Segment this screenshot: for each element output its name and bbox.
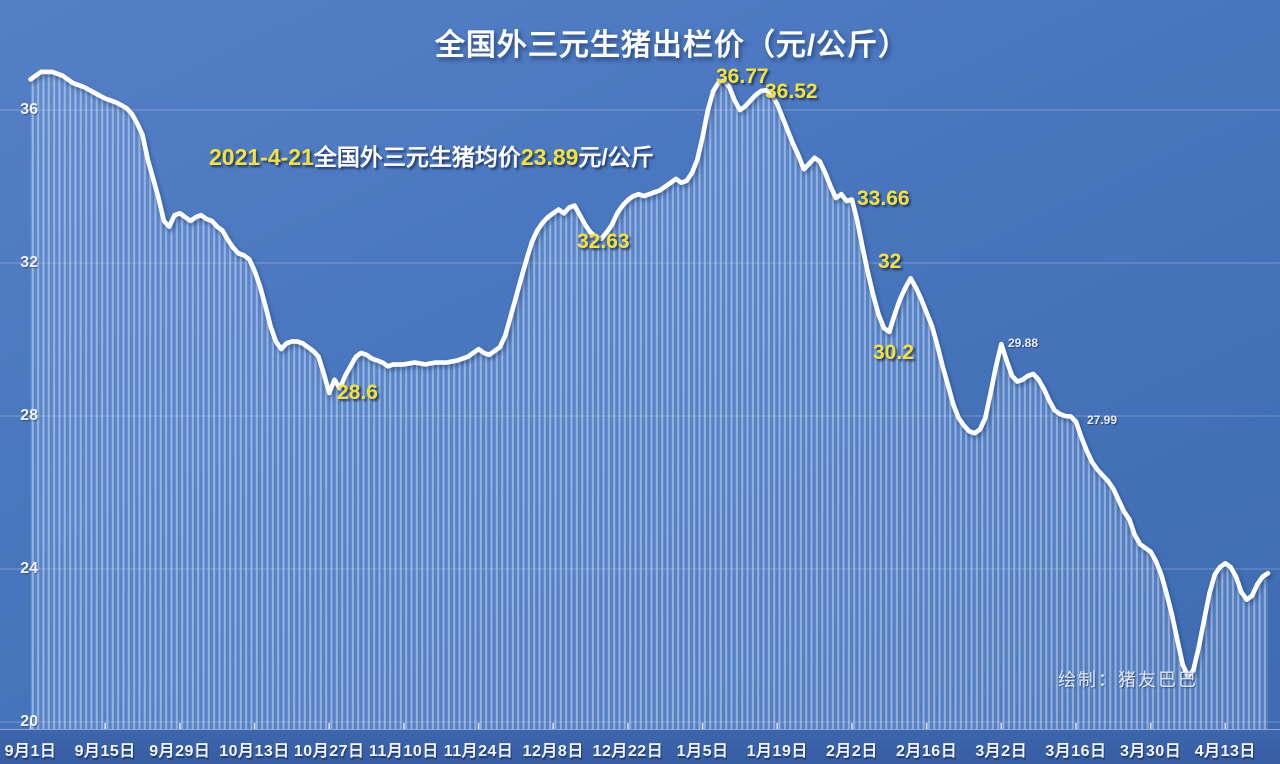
credit-text: 绘制：猪友巴巴 [1058, 670, 1198, 690]
y-label-24: 24 [20, 560, 38, 577]
x-label-10月27日: 10月27日 [293, 743, 365, 760]
x-axis-strip [0, 729, 1280, 764]
callout-29.88: 29.88 [1008, 336, 1039, 350]
x-label-9月1日: 9月1日 [4, 743, 57, 760]
y-label-20: 20 [20, 713, 38, 730]
x-label-12月8日: 12月8日 [522, 743, 584, 760]
x-label-1月19日: 1月19日 [746, 743, 808, 760]
x-label-11月24日: 11月24日 [443, 743, 514, 760]
x-label-3月2日: 3月2日 [975, 743, 1028, 760]
y-label-28: 28 [20, 407, 38, 424]
callout-30.2: 30.2 [873, 341, 914, 364]
callout-27.99: 27.99 [1087, 413, 1118, 427]
average-price-annotation: 2021-4-21全国外三元生猪均价23.89元/公斤 [209, 138, 654, 172]
annotation-label: 全国外三元生猪均价 [313, 144, 521, 170]
callout-36.77: 36.77 [716, 65, 769, 88]
callout-33.66: 33.66 [857, 187, 910, 210]
area-fill-stripes [30, 71, 1268, 730]
x-label-10月13日: 10月13日 [219, 743, 290, 760]
x-label-2月2日: 2月2日 [826, 743, 878, 760]
y-label-36: 36 [20, 101, 38, 118]
y-label-32: 32 [20, 254, 38, 271]
annotation-unit: 元/公斤 [578, 144, 654, 170]
callout-32: 32 [878, 250, 902, 273]
x-label-2月16日: 2月16日 [896, 743, 958, 760]
x-label-1月5日: 1月5日 [676, 743, 729, 760]
x-label-11月10日: 11月10日 [369, 743, 439, 760]
price-line [28, 69, 1271, 679]
callout-36.52: 36.52 [765, 80, 818, 103]
x-label-9月29日: 9月29日 [149, 743, 211, 760]
callout-32.63: 32.63 [577, 230, 630, 253]
x-label-12月22日: 12月22日 [592, 743, 664, 760]
x-label-3月16日: 3月16日 [1045, 743, 1107, 760]
annotation-date: 2021-4-21 [209, 144, 314, 170]
annotation-value: 23.89 [520, 144, 579, 170]
chart-title: 全国外三元生猪出栏价（元/公斤） [434, 29, 910, 62]
x-label-4月13日: 4月13日 [1194, 743, 1256, 760]
x-label-3月30日: 3月30日 [1120, 743, 1182, 760]
x-label-9月15日: 9月15日 [74, 743, 136, 760]
callout-28.6: 28.6 [337, 381, 378, 404]
